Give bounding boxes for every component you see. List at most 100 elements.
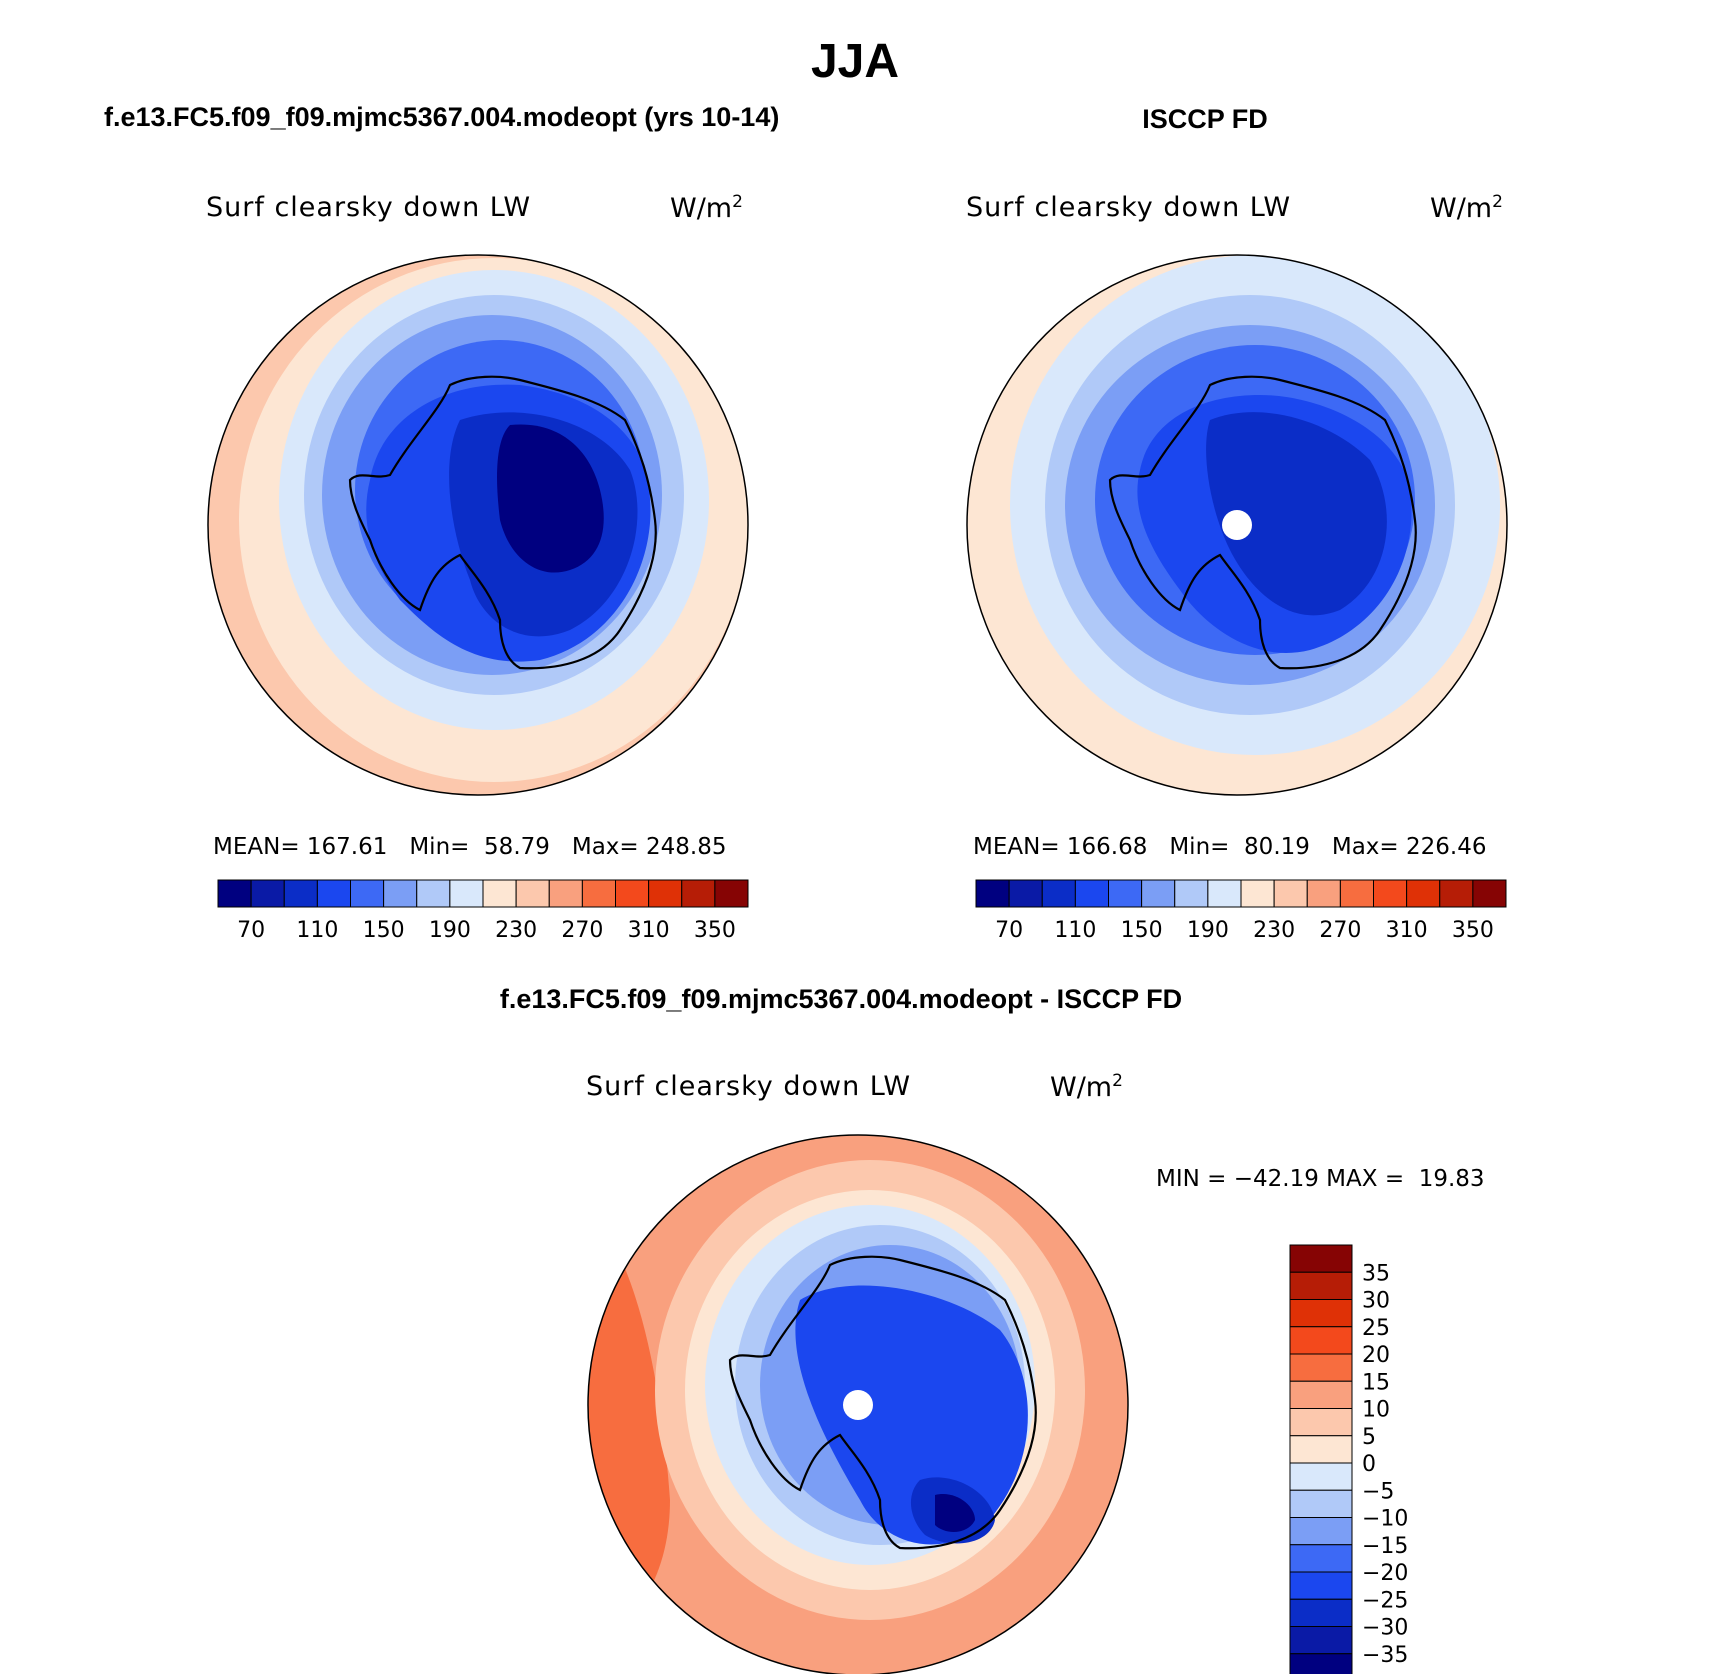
panel-2-variable-label: Surf clearsky down LW xyxy=(966,192,1292,223)
panel-1-units-exponent: 2 xyxy=(732,192,743,212)
panel-2-boundary xyxy=(966,254,1508,796)
panel-2-colorbar-swatch-2 xyxy=(1041,879,1076,908)
panel-2-colorbar-swatch-11 xyxy=(1339,879,1374,908)
panel-3-colorbar-tick-label: 15 xyxy=(1362,1370,1390,1395)
panel-1-colorbar-swatch-4 xyxy=(350,879,385,908)
panel-1-colorbar-tick-label: 190 xyxy=(429,918,471,943)
panel-3-colorbar-swatch-0 xyxy=(1289,1244,1353,1273)
panel-3-contour-neg35 xyxy=(935,1494,975,1532)
panel-2-colorbar-swatch-9 xyxy=(1273,879,1308,908)
panel-3-stats: MIN = −42.19 MAX = 19.83 xyxy=(1156,1166,1485,1192)
panel-2-colorbar-swatch-0 xyxy=(975,879,1010,908)
panel-3-colorbar-tick-label: −25 xyxy=(1362,1588,1408,1613)
panel-1-colorbar-tick-label: 110 xyxy=(296,918,338,943)
panel-3-colorbar-swatch-3 xyxy=(1289,1326,1353,1355)
panel-2-colorbar-tick-label: 350 xyxy=(1452,918,1494,943)
panel-2-colorbar-tick-label: 110 xyxy=(1054,918,1096,943)
panel-3-colorbar-swatch-4 xyxy=(1289,1353,1353,1382)
panel-2-colorbar-tick-label: 270 xyxy=(1319,918,1361,943)
panel-3-colorbar-swatch-1 xyxy=(1289,1271,1353,1300)
panel-2-colorbar-swatch-8 xyxy=(1240,879,1275,908)
panel-3-colorbar-swatch-10 xyxy=(1289,1517,1353,1546)
panel-3-colorbar-swatch-6 xyxy=(1289,1408,1353,1437)
panel-2-colorbar-swatch-1 xyxy=(1008,879,1043,908)
panel-1-stats: MEAN= 167.61 Min= 58.79 Max= 248.85 xyxy=(213,834,727,860)
panel-3-colorbar-swatch-15 xyxy=(1289,1653,1353,1674)
panel-2-colorbar-swatch-12 xyxy=(1373,879,1408,908)
panel-2-colorbar-tick-label: 70 xyxy=(995,918,1023,943)
panel-3-colorbar-tick-label: −35 xyxy=(1362,1643,1408,1668)
panel-3-colorbar-swatch-11 xyxy=(1289,1544,1353,1573)
panel-1-colorbar-swatch-14 xyxy=(681,879,716,908)
panel-2-colorbar-tick-label: 230 xyxy=(1253,918,1295,943)
panel-1-colorbar-tick-label: 310 xyxy=(628,918,670,943)
panel-3-variable-label: Surf clearsky down LW xyxy=(586,1071,912,1102)
panel-3-contour-15-west xyxy=(588,1200,670,1640)
panel-1-colorbar-swatch-8 xyxy=(482,879,517,908)
panel-1-variable-label: Surf clearsky down LW xyxy=(206,192,532,223)
panel-1-colorbar-tick-label: 70 xyxy=(237,918,265,943)
panel-1-antarctica-coastline xyxy=(348,375,657,670)
panel-3-colorbar-swatch-8 xyxy=(1289,1462,1353,1491)
panel-3-colorbar-swatch-9 xyxy=(1289,1489,1353,1518)
panel-2-colorbar: 70 110 150 190 230 270 310 350 xyxy=(975,879,1507,943)
panel-1-colorbar: 70 110 150 190 230 270 310 350 xyxy=(217,879,749,943)
panel-1-colorbar-swatch-11 xyxy=(581,879,616,908)
panel-3-colorbar-swatch-5 xyxy=(1289,1380,1353,1409)
panel-3-colorbar-tick-label: −10 xyxy=(1362,1507,1408,1532)
panel-1-colorbar-swatch-6 xyxy=(416,879,451,908)
panel-3-colorbar-swatch-2 xyxy=(1289,1299,1353,1328)
panel-3-colorbar-tick-label: 30 xyxy=(1362,1289,1390,1314)
panel-2-colorbar-swatch-13 xyxy=(1406,879,1441,908)
panel-3-colorbar-swatch-14 xyxy=(1289,1626,1353,1655)
panel-2-colorbar-swatch-7 xyxy=(1207,879,1242,908)
panel-1-colorbar-tick-label: 270 xyxy=(561,918,603,943)
panel-2-units: W/m2 xyxy=(1430,192,1503,224)
panel-2-colorbar-swatch-10 xyxy=(1306,879,1341,908)
panel-1-colorbar-swatch-12 xyxy=(615,879,650,908)
panel-1-colorbar-swatch-10 xyxy=(548,879,583,908)
panel-2-heading: ISCCP FD xyxy=(1142,104,1268,134)
panel-2-pole-hole xyxy=(1222,510,1252,540)
panel-2-colorbar-swatch-15 xyxy=(1472,879,1507,908)
panel-2-antarctica-coastline xyxy=(1108,375,1417,670)
panel-2-colorbar-swatch-14 xyxy=(1439,879,1474,908)
panel-2-colorbar-swatch-4 xyxy=(1108,879,1143,908)
panel-2-colorbar-tick-label: 310 xyxy=(1386,918,1428,943)
panel-3-pole-hole xyxy=(843,1390,873,1420)
panel-1-colorbar-tick-label: 150 xyxy=(363,918,405,943)
panel-2-stats: MEAN= 166.68 Min= 80.19 Max= 226.46 xyxy=(973,834,1487,860)
panel-1-colorbar-swatch-15 xyxy=(714,879,749,908)
panel-1-colorbar-tick-label: 230 xyxy=(495,918,537,943)
panel-1-boundary xyxy=(207,254,749,796)
panel-1-map xyxy=(208,255,748,795)
panel-3-colorbar-tick-label: 25 xyxy=(1362,1316,1390,1341)
panel-3-colorbar-swatch-12 xyxy=(1289,1571,1353,1600)
panel-3-colorbar-tick-label: −5 xyxy=(1362,1479,1394,1504)
panel-2-contour-90 xyxy=(1206,412,1387,616)
panel-1-colorbar-swatch-0 xyxy=(217,879,252,908)
panel-3-colorbar-tick-label: 5 xyxy=(1362,1425,1376,1450)
panel-3-colorbar-tick-label: 10 xyxy=(1362,1398,1390,1423)
panel-2-colorbar-tick-label: 190 xyxy=(1187,918,1229,943)
panel-3-colorbar-tick-label: −20 xyxy=(1362,1561,1408,1586)
panel-3-colorbar-tick-label: −30 xyxy=(1362,1616,1408,1641)
panel-3-boundary xyxy=(587,1134,1129,1674)
panel-2-colorbar-tick-label: 150 xyxy=(1121,918,1163,943)
panel-3-contour-neg20 xyxy=(795,1285,1028,1545)
panel-1-colorbar-swatch-13 xyxy=(648,879,683,908)
panel-2-colorbar-swatch-5 xyxy=(1141,879,1176,908)
panel-3-colorbar-swatch-7 xyxy=(1289,1435,1353,1464)
panel-1-colorbar-swatch-7 xyxy=(449,879,484,908)
panel-3-map xyxy=(588,1135,1128,1674)
panel-3-colorbar-tick-label: −15 xyxy=(1362,1534,1408,1559)
panel-3-heading: f.e13.FC5.f09_f09.mjmc5367.004.modeopt -… xyxy=(499,984,1183,1014)
figure-title: JJA xyxy=(810,35,900,88)
panel-3-antarctica-coastline xyxy=(728,1255,1037,1550)
panel-3-colorbar-tick-label: 35 xyxy=(1362,1261,1390,1286)
panel-2-colorbar-swatch-6 xyxy=(1174,879,1209,908)
panel-2-units-exponent: 2 xyxy=(1492,192,1503,212)
panel-3-colorbar-tick-label: 0 xyxy=(1362,1452,1376,1477)
